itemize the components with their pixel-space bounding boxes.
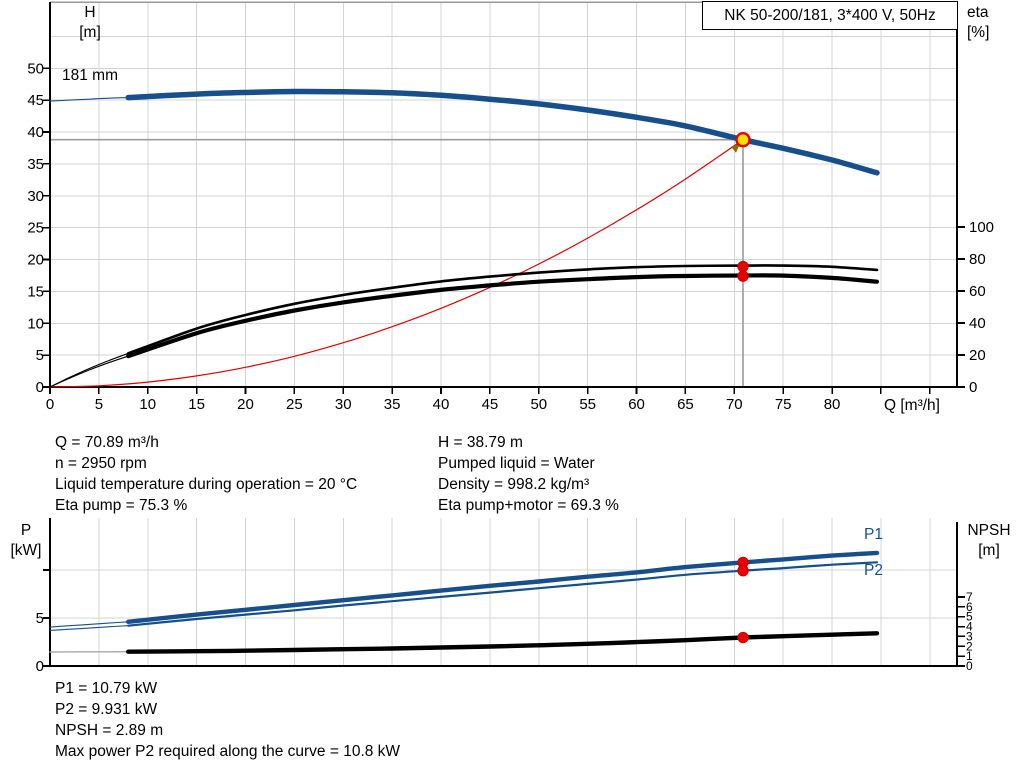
- tick-label: 60: [969, 283, 986, 300]
- duty-point[interactable]: [735, 132, 751, 148]
- tick-label: 20: [237, 396, 254, 413]
- info-head: H = 38.79 m: [438, 434, 523, 451]
- h-axis-label: H [m]: [70, 3, 110, 43]
- tick-label: 50: [530, 396, 547, 413]
- tick-label: 5: [95, 396, 103, 413]
- p1-curve: [126, 550, 880, 625]
- h-axis-symbol: H: [84, 4, 96, 21]
- tick-label: 20: [27, 252, 44, 269]
- tick-label: 30: [335, 396, 352, 413]
- tick-label: 4: [966, 620, 973, 634]
- tick-label: 5: [36, 347, 44, 364]
- tick-label: 45: [27, 92, 44, 109]
- tick-label: 45: [482, 396, 499, 413]
- info-p2: P2 = 9.931 kW: [55, 701, 158, 718]
- tick-label: 40: [27, 124, 44, 141]
- tick-label: 65: [677, 396, 694, 413]
- tick-label: 10: [27, 315, 44, 332]
- tick-label: 80: [824, 396, 841, 413]
- npsh-point: [737, 631, 749, 644]
- power-info-block: P1 = 10.79 kW P2 = 9.931 kW NPSH = 2.89 …: [55, 678, 400, 762]
- eta-axis-symbol: eta: [967, 4, 989, 21]
- p-axis-symbol: P: [20, 522, 32, 539]
- tick-label: 0: [46, 396, 54, 413]
- tick-label: 2: [966, 639, 973, 653]
- tick-label: 0: [36, 379, 44, 396]
- tick-label: 3: [966, 629, 973, 643]
- tick-label: 0: [966, 659, 973, 673]
- eta-pump-curve: [126, 264, 879, 355]
- info-pumped-liquid: Pumped liquid = Water: [438, 455, 595, 472]
- eta-pump-motor-curve-thin: [49, 355, 129, 388]
- head-curve-181mm: [125, 88, 880, 176]
- eta-pump-motor-curve: [126, 273, 880, 359]
- npsh-axis-unit: [m]: [978, 542, 1000, 559]
- info-speed: n = 2950 rpm: [55, 455, 147, 472]
- tick-label: 25: [27, 220, 44, 237]
- info-max-power: Max power P2 required along the curve = …: [55, 743, 401, 760]
- pump-title-box: NK 50-200/181, 3*400 V, 50Hz: [702, 1, 958, 30]
- info-eta-pump: Eta pump = 75.3 %: [55, 497, 188, 514]
- tick-label: 20: [969, 347, 986, 364]
- tick-label: 100: [969, 219, 994, 236]
- tick-label: 40: [969, 315, 986, 332]
- eta-axis-label: eta [%]: [967, 3, 1019, 43]
- info-density: Density = 998.2 kg/m³: [438, 476, 590, 493]
- eta-pump-point: [737, 260, 749, 273]
- tick-label: 10: [139, 396, 156, 413]
- tick-label: 1: [966, 649, 973, 663]
- tick-label: 0: [36, 658, 44, 675]
- p2-curve-label: P2: [864, 562, 883, 579]
- eta-axis-unit: [%]: [967, 24, 990, 41]
- duty-info-left: Q = 70.89 m³/h n = 2950 rpm Liquid tempe…: [55, 432, 357, 516]
- q-axis-label: Q [m³/h]: [884, 397, 940, 414]
- p2-curve: [127, 561, 879, 627]
- tick-label: 50: [27, 60, 44, 77]
- p1-curve-label: P1: [864, 526, 883, 543]
- p2-point: [737, 564, 749, 577]
- h-axis-unit: [m]: [79, 24, 101, 41]
- info-eta-pump-motor: Eta pump+motor = 69.3 %: [438, 497, 619, 514]
- tick-label: 7: [966, 590, 973, 604]
- tick-label: 70: [726, 396, 743, 413]
- info-q: Q = 70.89 m³/h: [55, 434, 159, 451]
- tick-label: 35: [384, 396, 401, 413]
- info-p1: P1 = 10.79 kW: [55, 680, 158, 697]
- p-axis-unit: [kW]: [10, 542, 42, 559]
- tick-label: 5: [966, 610, 973, 624]
- tick-label: 25: [286, 396, 303, 413]
- npsh-curve: [126, 631, 880, 654]
- info-liquid-temperature: Liquid temperature during operation = 20…: [55, 476, 358, 493]
- npsh-axis-label: NPSH [m]: [957, 521, 1021, 561]
- tick-label: 30: [27, 188, 44, 205]
- tick-label: 6: [966, 600, 973, 614]
- tick-label: 80: [969, 251, 986, 268]
- duty-info-right: H = 38.79 m Pumped liquid = Water Densit…: [438, 432, 619, 516]
- tick-label: 5: [36, 610, 44, 627]
- tick-label: 40: [433, 396, 450, 413]
- p-axis-label: P [kW]: [4, 521, 48, 561]
- eta-pump-motor-point: [737, 270, 749, 282]
- tick-label: 55: [579, 396, 596, 413]
- tick-label: 15: [188, 396, 205, 413]
- tick-label: 15: [27, 283, 44, 300]
- p1-curve-thin: [49, 621, 129, 628]
- npsh-axis-symbol: NPSH: [967, 522, 1011, 539]
- tick-label: 75: [775, 396, 792, 413]
- impeller-diameter-label: 181 mm: [62, 67, 118, 84]
- system-curve: [49, 139, 744, 388]
- system-curve-arrowhead: [730, 143, 740, 153]
- tick-label: 60: [628, 396, 645, 413]
- tick-label: 0: [969, 379, 977, 396]
- info-npsh: NPSH = 2.89 m: [55, 722, 164, 739]
- head-curve-thin: [49, 97, 129, 102]
- p2-curve-thin: [49, 625, 129, 632]
- tick-label: 35: [27, 156, 44, 173]
